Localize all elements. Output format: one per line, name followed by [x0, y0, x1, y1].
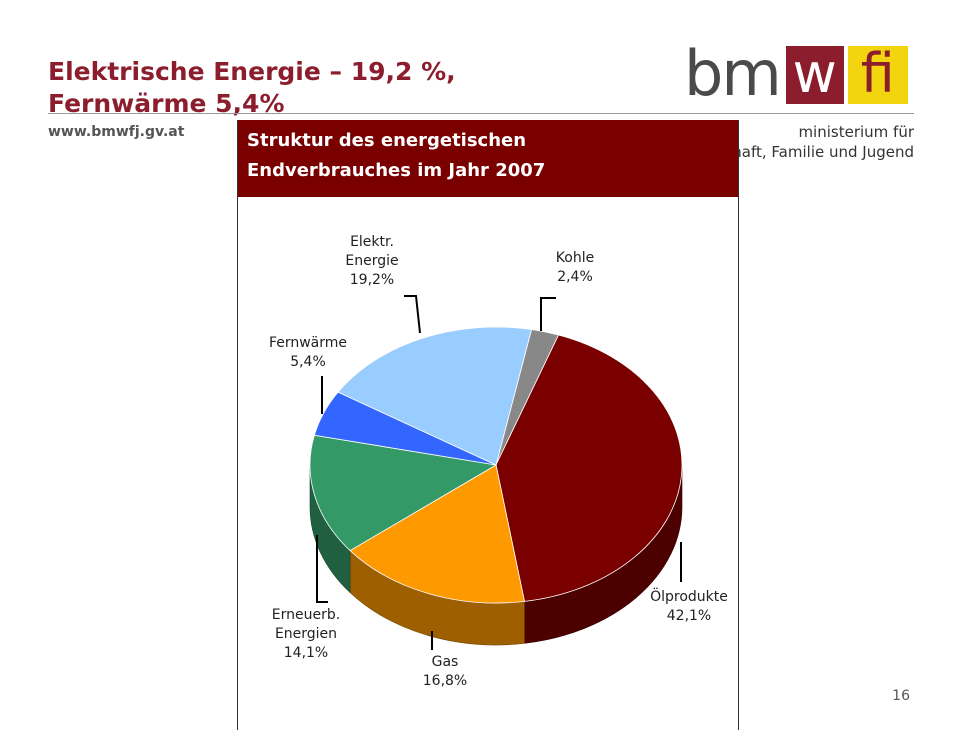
leader-line-kohle [540, 297, 556, 331]
page-number: 16 [892, 688, 910, 704]
pie-slice-elektr-energie [337, 326, 532, 466]
chart-title: Struktur des energetischen Endverbrauche… [247, 126, 545, 186]
slice-label-line: Energien [275, 626, 337, 642]
chart-panel: Struktur des energetischen Endverbrauche… [237, 120, 739, 730]
slice-label-kohle: Kohle 2,4% [556, 250, 594, 285]
slice-label-line: Erneuerb. [272, 607, 340, 623]
slice-label-line: Ölprodukte [650, 587, 728, 605]
slice-label-fernwärme: Fernwärme 5,4% [269, 335, 347, 370]
chart-title-line2: Endverbrauches im Jahr 2007 [247, 160, 546, 181]
pie-slice-gas [349, 464, 525, 604]
slice-label-line: 5,4% [290, 354, 326, 370]
logo-w: w [785, 46, 844, 104]
slice-label-erneuerb-energien: Erneuerb. Energien 14,1% [272, 607, 340, 661]
slide-title-line1: Elektrische Energie – 19,2 %, [48, 57, 456, 86]
slice-label-line: Elektr. [350, 234, 394, 250]
ministry-line1: ministerium für [798, 123, 914, 141]
slide-title-line2: Fernwärme 5,4% [48, 89, 285, 118]
pie-slice-erneuerb-energien [309, 434, 498, 552]
header-divider [48, 113, 914, 114]
leader-line-erneuerb-energien [316, 535, 328, 603]
slice-label-line: Gas [432, 654, 459, 670]
logo-fi: fi [847, 46, 908, 104]
logo-bm: bm [684, 37, 782, 110]
slice-label-line: 14,1% [284, 645, 328, 661]
pie-slices [309, 326, 683, 604]
slice-label-ölprodukte: Ölprodukte 42,1% [650, 587, 728, 624]
slice-label-line: 2,4% [557, 269, 593, 285]
slice-label-line: Fernwärme [269, 335, 347, 351]
chart-header: Struktur des energetischen Endverbrauche… [238, 120, 738, 197]
ministry-line2: haft, Familie und Jugend [732, 143, 914, 161]
slice-label-gas: Gas 16,8% [423, 654, 467, 689]
slice-label-elektr-energie: Elektr. Energie 19,2% [345, 234, 398, 288]
pie-labels: Kohle 2,4% Ölprodukte 42,1% Gas 16,8% Erneuerb… [269, 234, 728, 689]
chart-title-line1: Struktur des energetischen [247, 130, 527, 151]
slice-label-line: Energie [345, 253, 398, 269]
slice-label-line: 16,8% [423, 673, 467, 689]
pie-slice-ölprodukte [495, 334, 683, 602]
slice-label-line: Kohle [556, 250, 594, 266]
bmwfj-logo: bm w fi [684, 37, 908, 110]
slice-label-line: 19,2% [350, 272, 394, 288]
slice-label-line: 42,1% [667, 608, 711, 624]
leader-line-elektr-energie [404, 295, 421, 334]
ministry-name: ministerium für haft, Familie und Jugend [690, 122, 914, 162]
slide-title: Elektrische Energie – 19,2 %, Fernwärme … [48, 56, 456, 120]
pie-chart: Kohle 2,4% Ölprodukte 42,1% Gas 16,8% Erneuerb… [269, 234, 728, 689]
website-url: www.bmwfj.gv.at [48, 124, 185, 140]
